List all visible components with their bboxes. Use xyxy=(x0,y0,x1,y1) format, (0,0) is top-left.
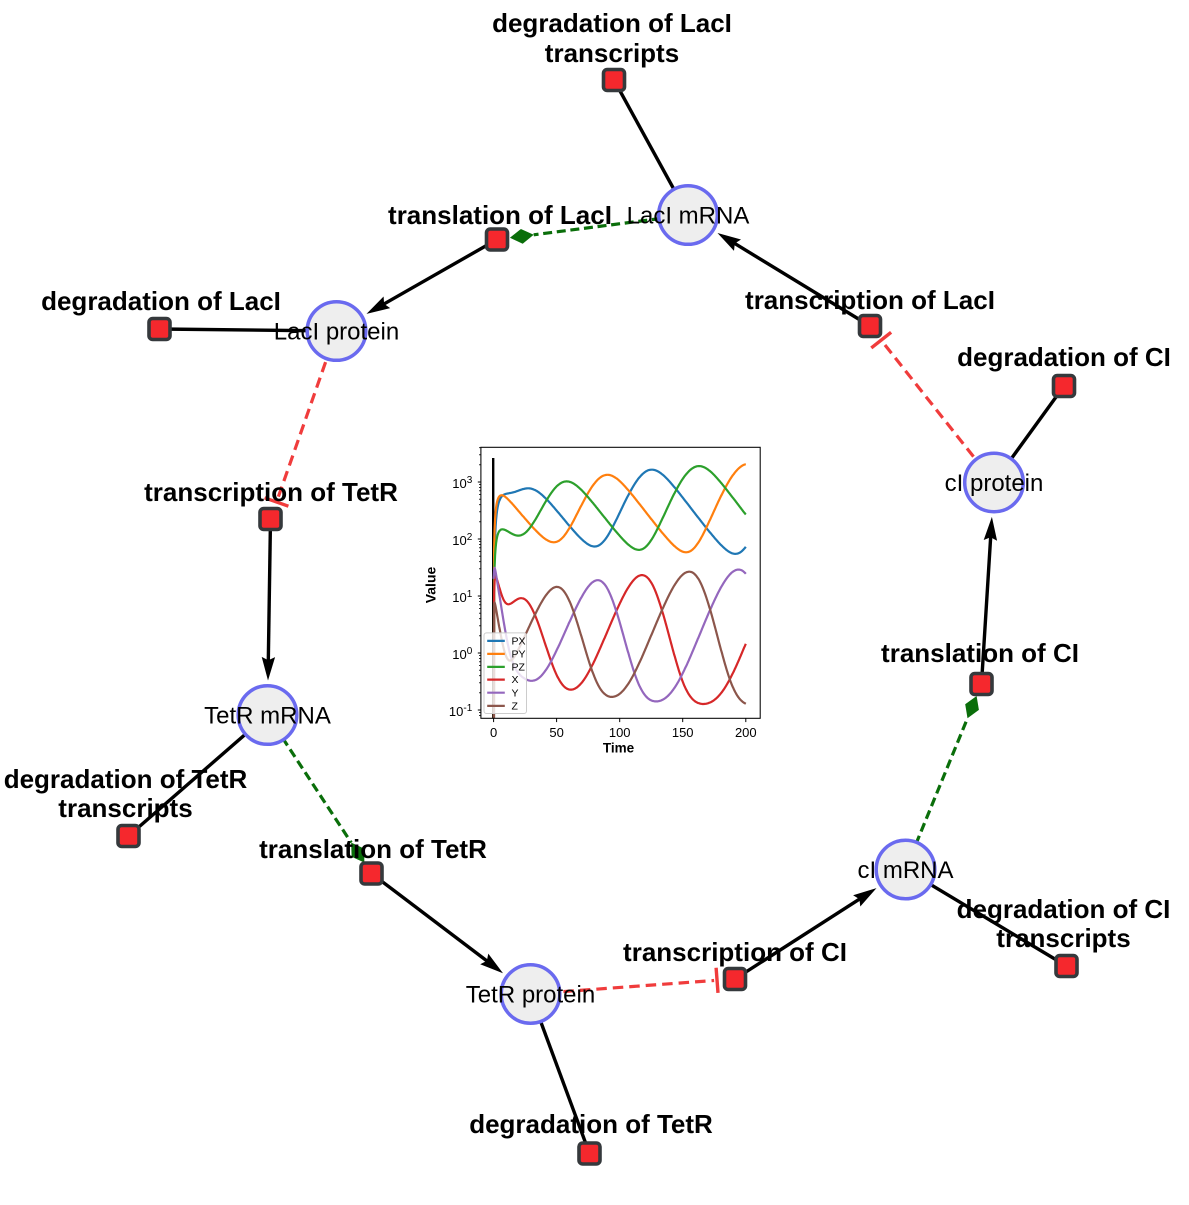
svg-text:cI protein: cI protein xyxy=(945,470,1044,497)
svg-text:200: 200 xyxy=(735,725,757,740)
svg-text:Time: Time xyxy=(603,740,635,755)
svg-text:degradation of TetR: degradation of TetR xyxy=(469,1109,713,1139)
svg-text:150: 150 xyxy=(672,725,694,740)
svg-text:degradation of TetR: degradation of TetR xyxy=(4,764,248,794)
svg-text:TetR protein: TetR protein xyxy=(466,982,595,1009)
svg-text:translation of CI: translation of CI xyxy=(881,638,1079,668)
svg-text:transcription of CI: transcription of CI xyxy=(623,937,847,967)
svg-text:transcription of LacI: transcription of LacI xyxy=(745,285,995,315)
svg-text:cI mRNA: cI mRNA xyxy=(858,857,954,884)
svg-text:Y: Y xyxy=(512,687,519,699)
svg-text:degradation of CI: degradation of CI xyxy=(957,342,1171,372)
svg-text:transcripts: transcripts xyxy=(58,793,192,823)
svg-text:PX: PX xyxy=(512,636,526,648)
svg-text:X: X xyxy=(512,674,519,686)
svg-text:PY: PY xyxy=(512,649,526,661)
svg-text:translation of LacI: translation of LacI xyxy=(388,200,612,230)
svg-text:transcripts: transcripts xyxy=(545,38,679,68)
svg-text:100: 100 xyxy=(609,725,631,740)
svg-text:50: 50 xyxy=(549,725,563,740)
svg-text:Z: Z xyxy=(512,701,519,713)
svg-text:degradation of LacI: degradation of LacI xyxy=(41,286,281,316)
svg-text:transcripts: transcripts xyxy=(996,923,1130,953)
svg-text:translation of TetR: translation of TetR xyxy=(259,834,487,864)
svg-text:transcription of TetR: transcription of TetR xyxy=(144,477,398,507)
svg-text:LacI mRNA: LacI mRNA xyxy=(627,203,750,230)
svg-text:PZ: PZ xyxy=(512,662,526,674)
svg-text:Value: Value xyxy=(423,567,439,604)
svg-text:LacI protein: LacI protein xyxy=(274,319,399,346)
svg-text:degradation of LacI: degradation of LacI xyxy=(492,8,732,38)
svg-text:TetR mRNA: TetR mRNA xyxy=(204,703,331,730)
svg-text:0: 0 xyxy=(490,725,497,740)
svg-text:degradation of CI: degradation of CI xyxy=(957,894,1171,924)
